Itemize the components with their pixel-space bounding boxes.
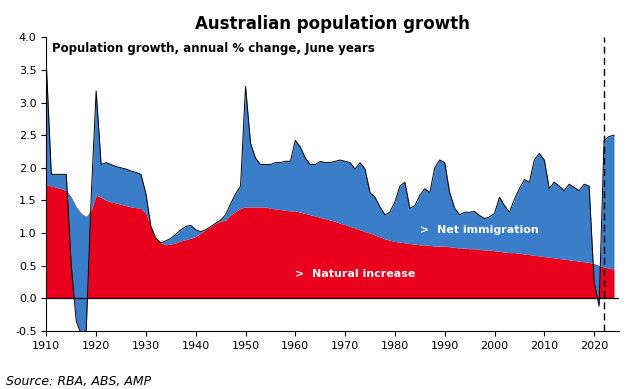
Text: Source: RBA, ABS, AMP: Source: RBA, ABS, AMP: [6, 375, 152, 388]
Title: Australian population growth: Australian population growth: [195, 15, 470, 33]
Text: >  Net immigration: > Net immigration: [420, 225, 538, 235]
Text: Population growth, annual % change, June years: Population growth, annual % change, June…: [52, 42, 375, 55]
Text: >  Natural increase: > Natural increase: [295, 268, 416, 279]
